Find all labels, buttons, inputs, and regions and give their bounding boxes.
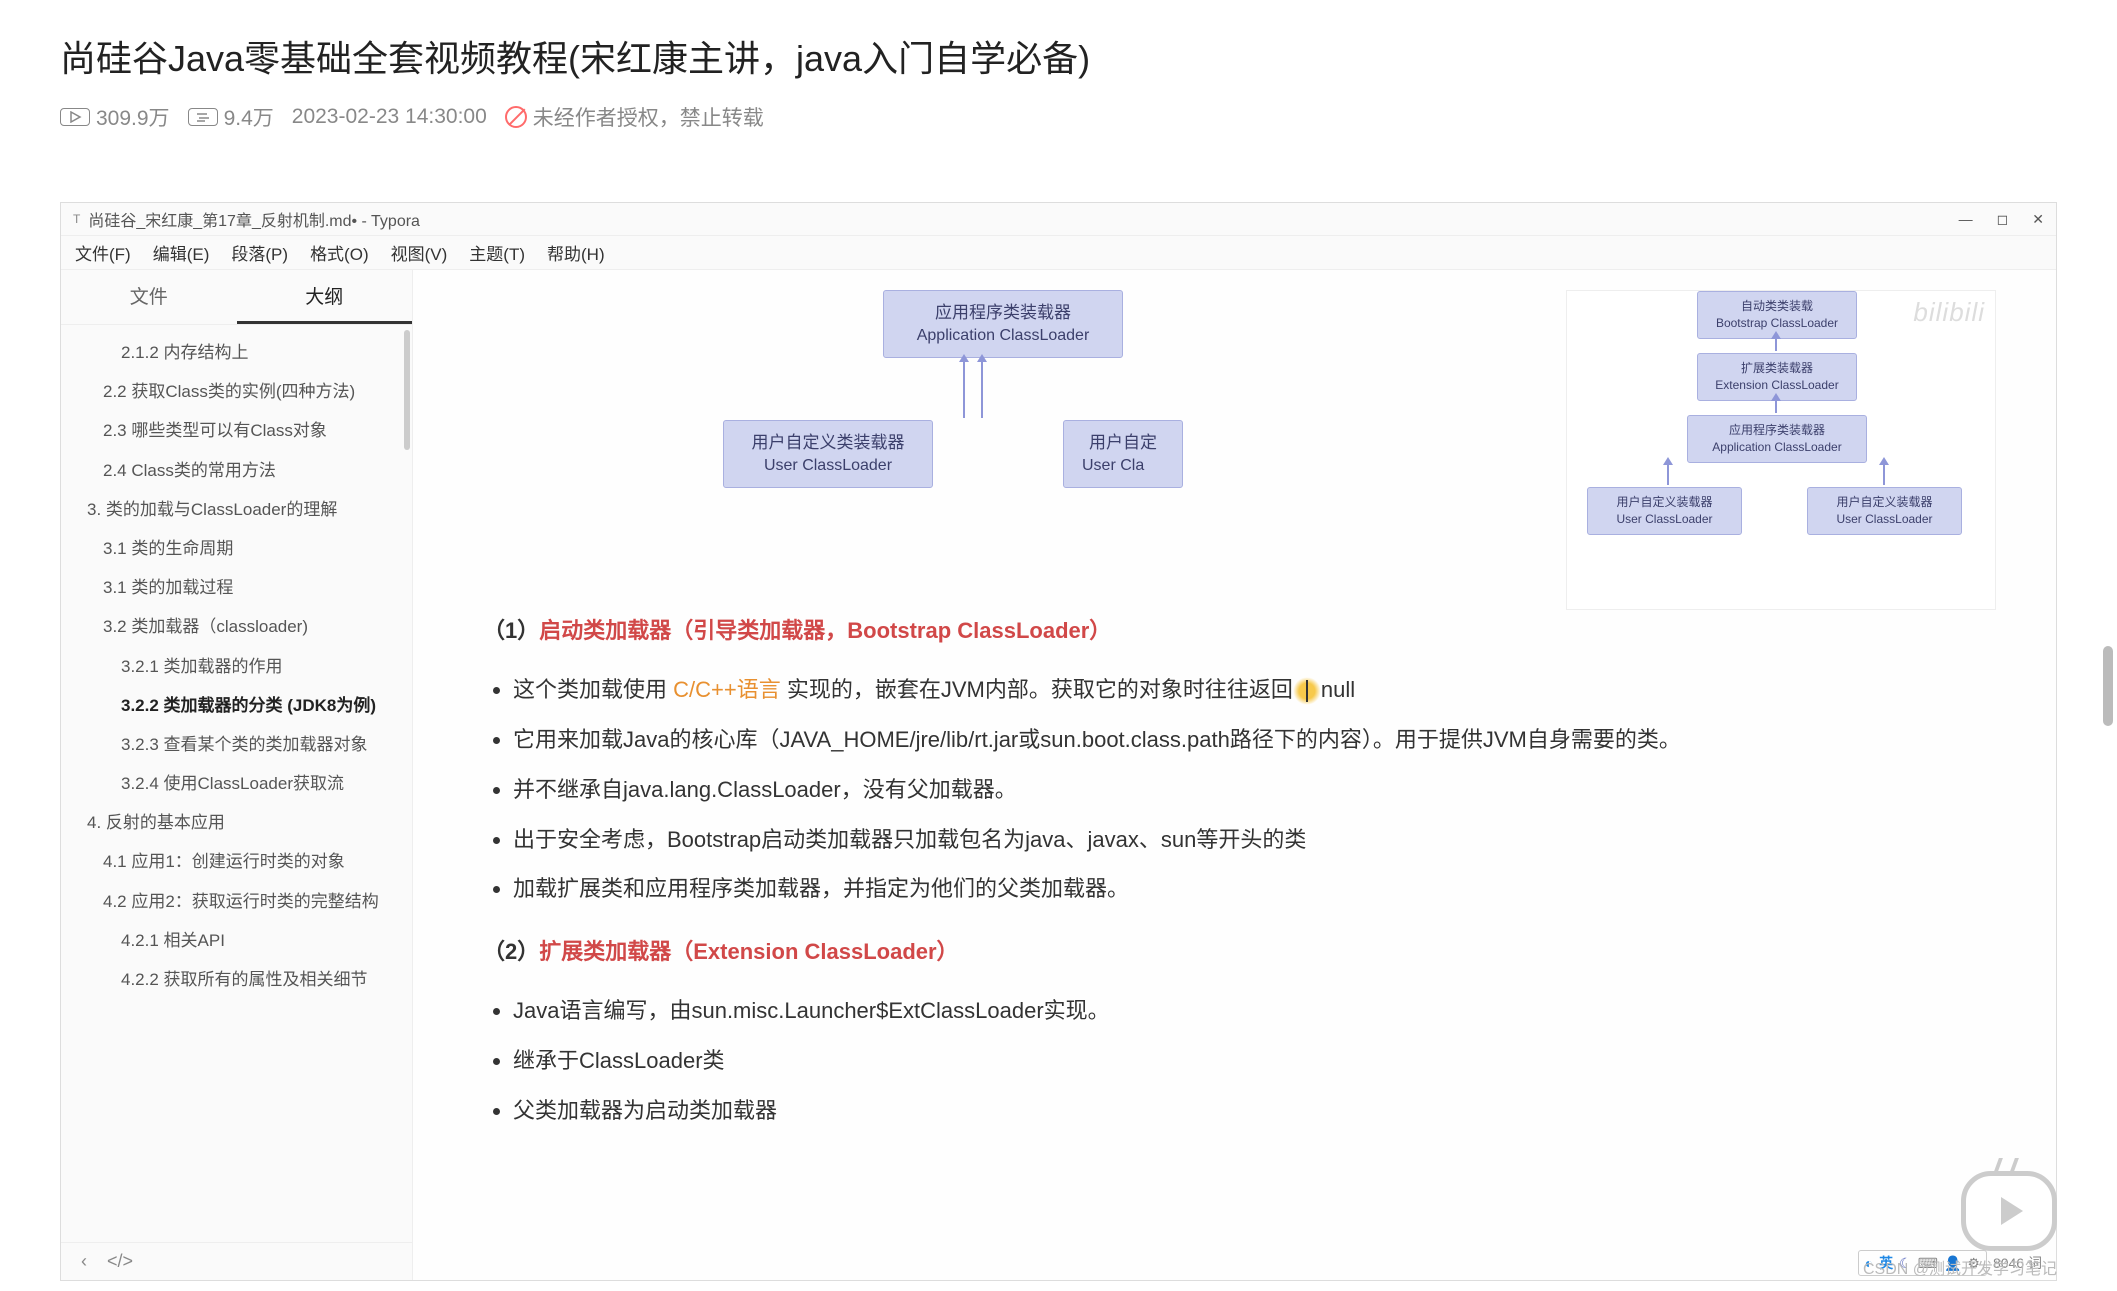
mini-node-application: 应用程序类装载器Application ClassLoader — [1687, 415, 1867, 463]
outline-item[interactable]: 4.2.2 获取所有的属性及相关细节 — [73, 960, 412, 999]
menu-help[interactable]: 帮助(H) — [547, 240, 605, 265]
mini-node-user-1: 用户自定义装载器User ClassLoader — [1587, 487, 1742, 535]
menu-file[interactable]: 文件(F) — [75, 240, 131, 265]
bullet-item: 这个类加载使用 C/C++语言 实现的，嵌套在JVM内部。获取它的对象时往往返回… — [513, 669, 1996, 712]
reprint-text: 未经作者授权，禁止转载 — [533, 102, 764, 132]
mini-arrow — [1883, 463, 1885, 485]
mini-arrow — [1775, 337, 1777, 351]
node-app-classloader: 应用程序类装载器 Application ClassLoader — [883, 290, 1123, 358]
document-content[interactable]: （1）启动类加载器（引导类加载器，Bootstrap ClassLoader） … — [483, 610, 1996, 1133]
node-user-classloader-1: 用户自定义类装载器 User ClassLoader — [723, 420, 933, 488]
danmaku-text: 9.4万 — [224, 102, 274, 132]
reprint-notice: 未经作者授权，禁止转载 — [505, 102, 764, 132]
outline-item[interactable]: 4. 反射的基本应用 — [73, 803, 412, 842]
views-text: 309.9万 — [96, 102, 170, 132]
maximize-button[interactable]: ◻ — [1997, 211, 2009, 228]
bilibili-float-button[interactable] — [1961, 1171, 2057, 1251]
diagram-arrow — [963, 360, 965, 418]
bullet-item: 父类加载器为启动类加载器 — [513, 1090, 1996, 1133]
forbid-icon — [505, 106, 527, 128]
outline-item[interactable]: 4.1 应用1：创建运行时类的对象 — [73, 842, 412, 881]
mini-arrow — [1775, 399, 1777, 413]
bullet-item: 继承于ClassLoader类 — [513, 1040, 1996, 1083]
outline-item[interactable]: 4.2 应用2：获取运行时类的完整结构 — [73, 882, 412, 921]
views-count: 309.9万 — [60, 102, 170, 132]
outline-item[interactable]: 3.2.2 类加载器的分类 (JDK8为例) — [73, 686, 412, 725]
window-title: 尚硅谷_宋红康_第17章_反射机制.md• - Typora — [88, 207, 420, 231]
sidebar-bottom-tools: ‹ </> — [61, 1242, 412, 1280]
sidebar-scrollbar[interactable] — [404, 330, 410, 450]
outline-list[interactable]: 2.1.2 内存结构上2.2 获取Class类的实例(四种方法)2.3 哪些类型… — [61, 325, 412, 1242]
bullet-item: 加载扩展类和应用程序类加载器，并指定为他们的父类加载器。 — [513, 868, 1996, 911]
publish-date: 2023-02-23 14:30:00 — [292, 105, 487, 129]
back-icon[interactable]: ‹ — [81, 1251, 87, 1272]
code-view-icon[interactable]: </> — [107, 1251, 133, 1272]
outline-item[interactable]: 2.4 Class类的常用方法 — [73, 451, 412, 490]
outline-item[interactable]: 3.1 类的生命周期 — [73, 529, 412, 568]
text-cursor-icon — [1293, 677, 1321, 705]
window-titlebar: T 尚硅谷_宋红康_第17章_反射机制.md• - Typora — ◻ ✕ — [61, 203, 2056, 236]
menu-format[interactable]: 格式(O) — [310, 240, 369, 265]
outline-item[interactable]: 3.2.3 查看某个类的类加载器对象 — [73, 725, 412, 764]
tab-outline[interactable]: 大纲 — [237, 270, 413, 324]
mini-arrow — [1667, 463, 1669, 485]
outline-item[interactable]: 3.2 类加载器（classloader) — [73, 607, 412, 646]
outline-item[interactable]: 3. 类的加载与ClassLoader的理解 — [73, 490, 412, 529]
page-scrollbar[interactable] — [2103, 646, 2113, 726]
bullet-item: 它用来加载Java的核心库（JAVA_HOME/jre/lib/rt.jar或s… — [513, 719, 1996, 762]
mini-diagram-overlay: bilibili 自动类类装载Bootstrap ClassLoader 扩展类… — [1566, 290, 1996, 610]
bullet-item: 出于安全考虑，Bootstrap启动类加载器只加载包名为java、javax、s… — [513, 819, 1996, 862]
menu-edit[interactable]: 编辑(E) — [153, 240, 210, 265]
outline-item[interactable]: 2.2 获取Class类的实例(四种方法) — [73, 372, 412, 411]
menu-view[interactable]: 视图(V) — [391, 240, 448, 265]
close-button[interactable]: ✕ — [2032, 211, 2044, 228]
outline-item[interactable]: 3.2.1 类加载器的作用 — [73, 647, 412, 686]
outline-item[interactable]: 3.2.4 使用ClassLoader获取流 — [73, 764, 412, 803]
heading-extension: （2）扩展类加载器（Extension ClassLoader） — [483, 931, 1996, 974]
diagram-arrow — [981, 360, 983, 418]
play-icon — [60, 108, 90, 126]
bullet-item: Java语言编写，由sun.misc.Launcher$ExtClassLoad… — [513, 990, 1996, 1033]
bullet-item: 并不继承自java.lang.ClassLoader，没有父加载器。 — [513, 769, 1996, 812]
typora-window: T 尚硅谷_宋红康_第17章_反射机制.md• - Typora — ◻ ✕ 文… — [60, 202, 2057, 1281]
menubar: 文件(F) 编辑(E) 段落(P) 格式(O) 视图(V) 主题(T) 帮助(H… — [61, 236, 2056, 270]
tab-files[interactable]: 文件 — [61, 270, 237, 324]
meta-row: 309.9万 9.4万 2023-02-23 14:30:00 未经作者授权，禁… — [60, 102, 2057, 132]
mini-node-user-2: 用户自定义装载器User ClassLoader — [1807, 487, 1962, 535]
danmaku-icon — [188, 108, 218, 126]
menu-paragraph[interactable]: 段落(P) — [231, 240, 288, 265]
editor-pane[interactable]: 应用程序类装载器 Application ClassLoader 用户自定义类装… — [413, 270, 2056, 1280]
typora-app-icon: T — [73, 212, 80, 226]
outline-item[interactable]: 2.3 哪些类型可以有Class对象 — [73, 411, 412, 450]
classloader-diagram: 应用程序类装载器 Application ClassLoader 用户自定义类装… — [483, 290, 1996, 590]
csdn-watermark: CSDN @测试开发学习笔记 — [1863, 1255, 2057, 1279]
menu-theme[interactable]: 主题(T) — [469, 240, 525, 265]
danmaku-count: 9.4万 — [188, 102, 274, 132]
sidebar: 文件 大纲 2.1.2 内存结构上2.2 获取Class类的实例(四种方法)2.… — [61, 270, 413, 1280]
heading-bootstrap: （1）启动类加载器（引导类加载器，Bootstrap ClassLoader） — [483, 610, 1996, 653]
watermark-text: bilibili — [1913, 297, 1985, 328]
page-title: 尚硅谷Java零基础全套视频教程(宋红康主讲，java入门自学必备) — [60, 30, 2057, 82]
outline-item[interactable]: 2.1.2 内存结构上 — [73, 333, 412, 372]
outline-item[interactable]: 4.2.1 相关API — [73, 921, 412, 960]
node-user-classloader-2: 用户自定 User Cla — [1063, 420, 1183, 488]
outline-item[interactable]: 3.1 类的加载过程 — [73, 568, 412, 607]
minimize-button[interactable]: — — [1959, 211, 1973, 228]
